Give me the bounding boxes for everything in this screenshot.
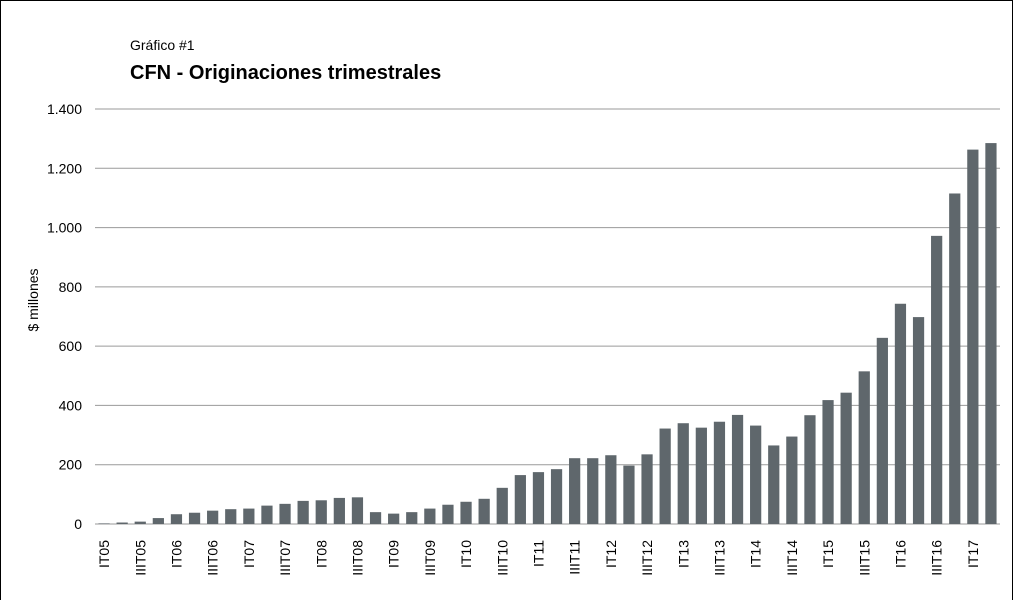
bar: [876, 337, 888, 524]
x-tick-label: IT07: [241, 540, 257, 568]
x-tick-label: IIIT15: [856, 540, 872, 576]
bar: [478, 498, 490, 524]
y-axis-label: $ millones: [25, 268, 41, 331]
bar: [912, 317, 925, 524]
bar: [731, 414, 744, 524]
y-tick-label: 1.000: [47, 220, 82, 236]
bar: [967, 149, 979, 524]
y-tick-label: 600: [59, 338, 83, 354]
x-tick-label: IT13: [675, 540, 691, 568]
y-tick-label: 400: [59, 397, 83, 413]
y-tick-label: 0: [74, 516, 82, 532]
bar: [949, 193, 961, 524]
x-tick-label: IT09: [386, 540, 402, 568]
bar: [98, 523, 110, 524]
bar: [985, 143, 997, 524]
bar: [550, 469, 563, 524]
bar: [333, 497, 345, 524]
x-tick-label: IIIT05: [132, 540, 148, 576]
bar: [514, 475, 526, 524]
x-tick-label: IT05: [96, 540, 112, 568]
bar: [315, 500, 327, 524]
bar: [532, 472, 545, 524]
bar: [496, 487, 508, 524]
x-tick-label: IIIT09: [422, 540, 438, 576]
bar: [840, 392, 852, 524]
x-tick-label: IT15: [820, 540, 836, 568]
bar: [388, 513, 400, 524]
bar: [641, 454, 653, 524]
x-tick-label: IIIT16: [929, 540, 945, 576]
x-tick-label: IIIT13: [711, 540, 727, 576]
bar: [225, 509, 237, 524]
bar: [134, 521, 146, 524]
x-tick-label: IIIT06: [205, 540, 221, 576]
y-tick-label: 800: [59, 279, 83, 295]
x-tick-label: IT16: [892, 540, 908, 568]
bar: [116, 522, 128, 524]
bar: [804, 415, 816, 524]
bar: [786, 436, 798, 524]
bar: [587, 458, 599, 524]
bar: [243, 508, 255, 524]
bar: [279, 503, 291, 524]
bar: [605, 455, 617, 524]
x-tick-label: IIIT14: [784, 540, 800, 576]
bar: [207, 510, 219, 524]
x-tick-label: IT08: [313, 540, 329, 568]
bar: [623, 465, 635, 524]
chart-title: CFN - Originaciones trimestrales: [130, 62, 441, 84]
bar: [931, 235, 943, 524]
bar: [152, 518, 164, 524]
x-tick-label: IIIT11: [567, 540, 583, 575]
x-tick-label: IIIT10: [494, 540, 510, 576]
y-tick-label: 1.200: [47, 160, 82, 176]
bar: [695, 427, 707, 524]
chart-subtitle: Gráfico #1: [130, 37, 195, 53]
bar: [406, 512, 418, 524]
bar: [713, 421, 726, 524]
x-tick-label: IT12: [603, 540, 619, 568]
x-tick-label: IIIT08: [349, 540, 365, 576]
bar: [858, 371, 870, 524]
bar: [297, 500, 309, 524]
bar: [460, 501, 472, 524]
bar: [424, 508, 436, 524]
bar: [170, 514, 183, 524]
bar: [822, 400, 834, 524]
x-tick-label: IT17: [965, 540, 981, 568]
bar: [442, 504, 454, 524]
y-tick-label: 1.400: [47, 101, 82, 117]
x-tick-label: IIIT12: [639, 540, 655, 576]
bar: [569, 458, 581, 524]
bar: [351, 497, 364, 524]
bar: [894, 303, 907, 524]
x-tick-label: IT06: [168, 540, 184, 568]
bar: [677, 423, 689, 524]
x-tick-label: IIIT07: [277, 540, 293, 576]
y-tick-label: 200: [59, 457, 83, 473]
bar: [750, 425, 762, 524]
x-tick-label: IT11: [530, 540, 546, 567]
bar: [768, 445, 780, 524]
bar: [261, 505, 273, 524]
bar: [369, 512, 382, 524]
bar: [659, 428, 671, 524]
x-tick-label: IT14: [748, 540, 764, 568]
bar: [188, 512, 201, 524]
x-tick-label: IT10: [458, 540, 474, 568]
